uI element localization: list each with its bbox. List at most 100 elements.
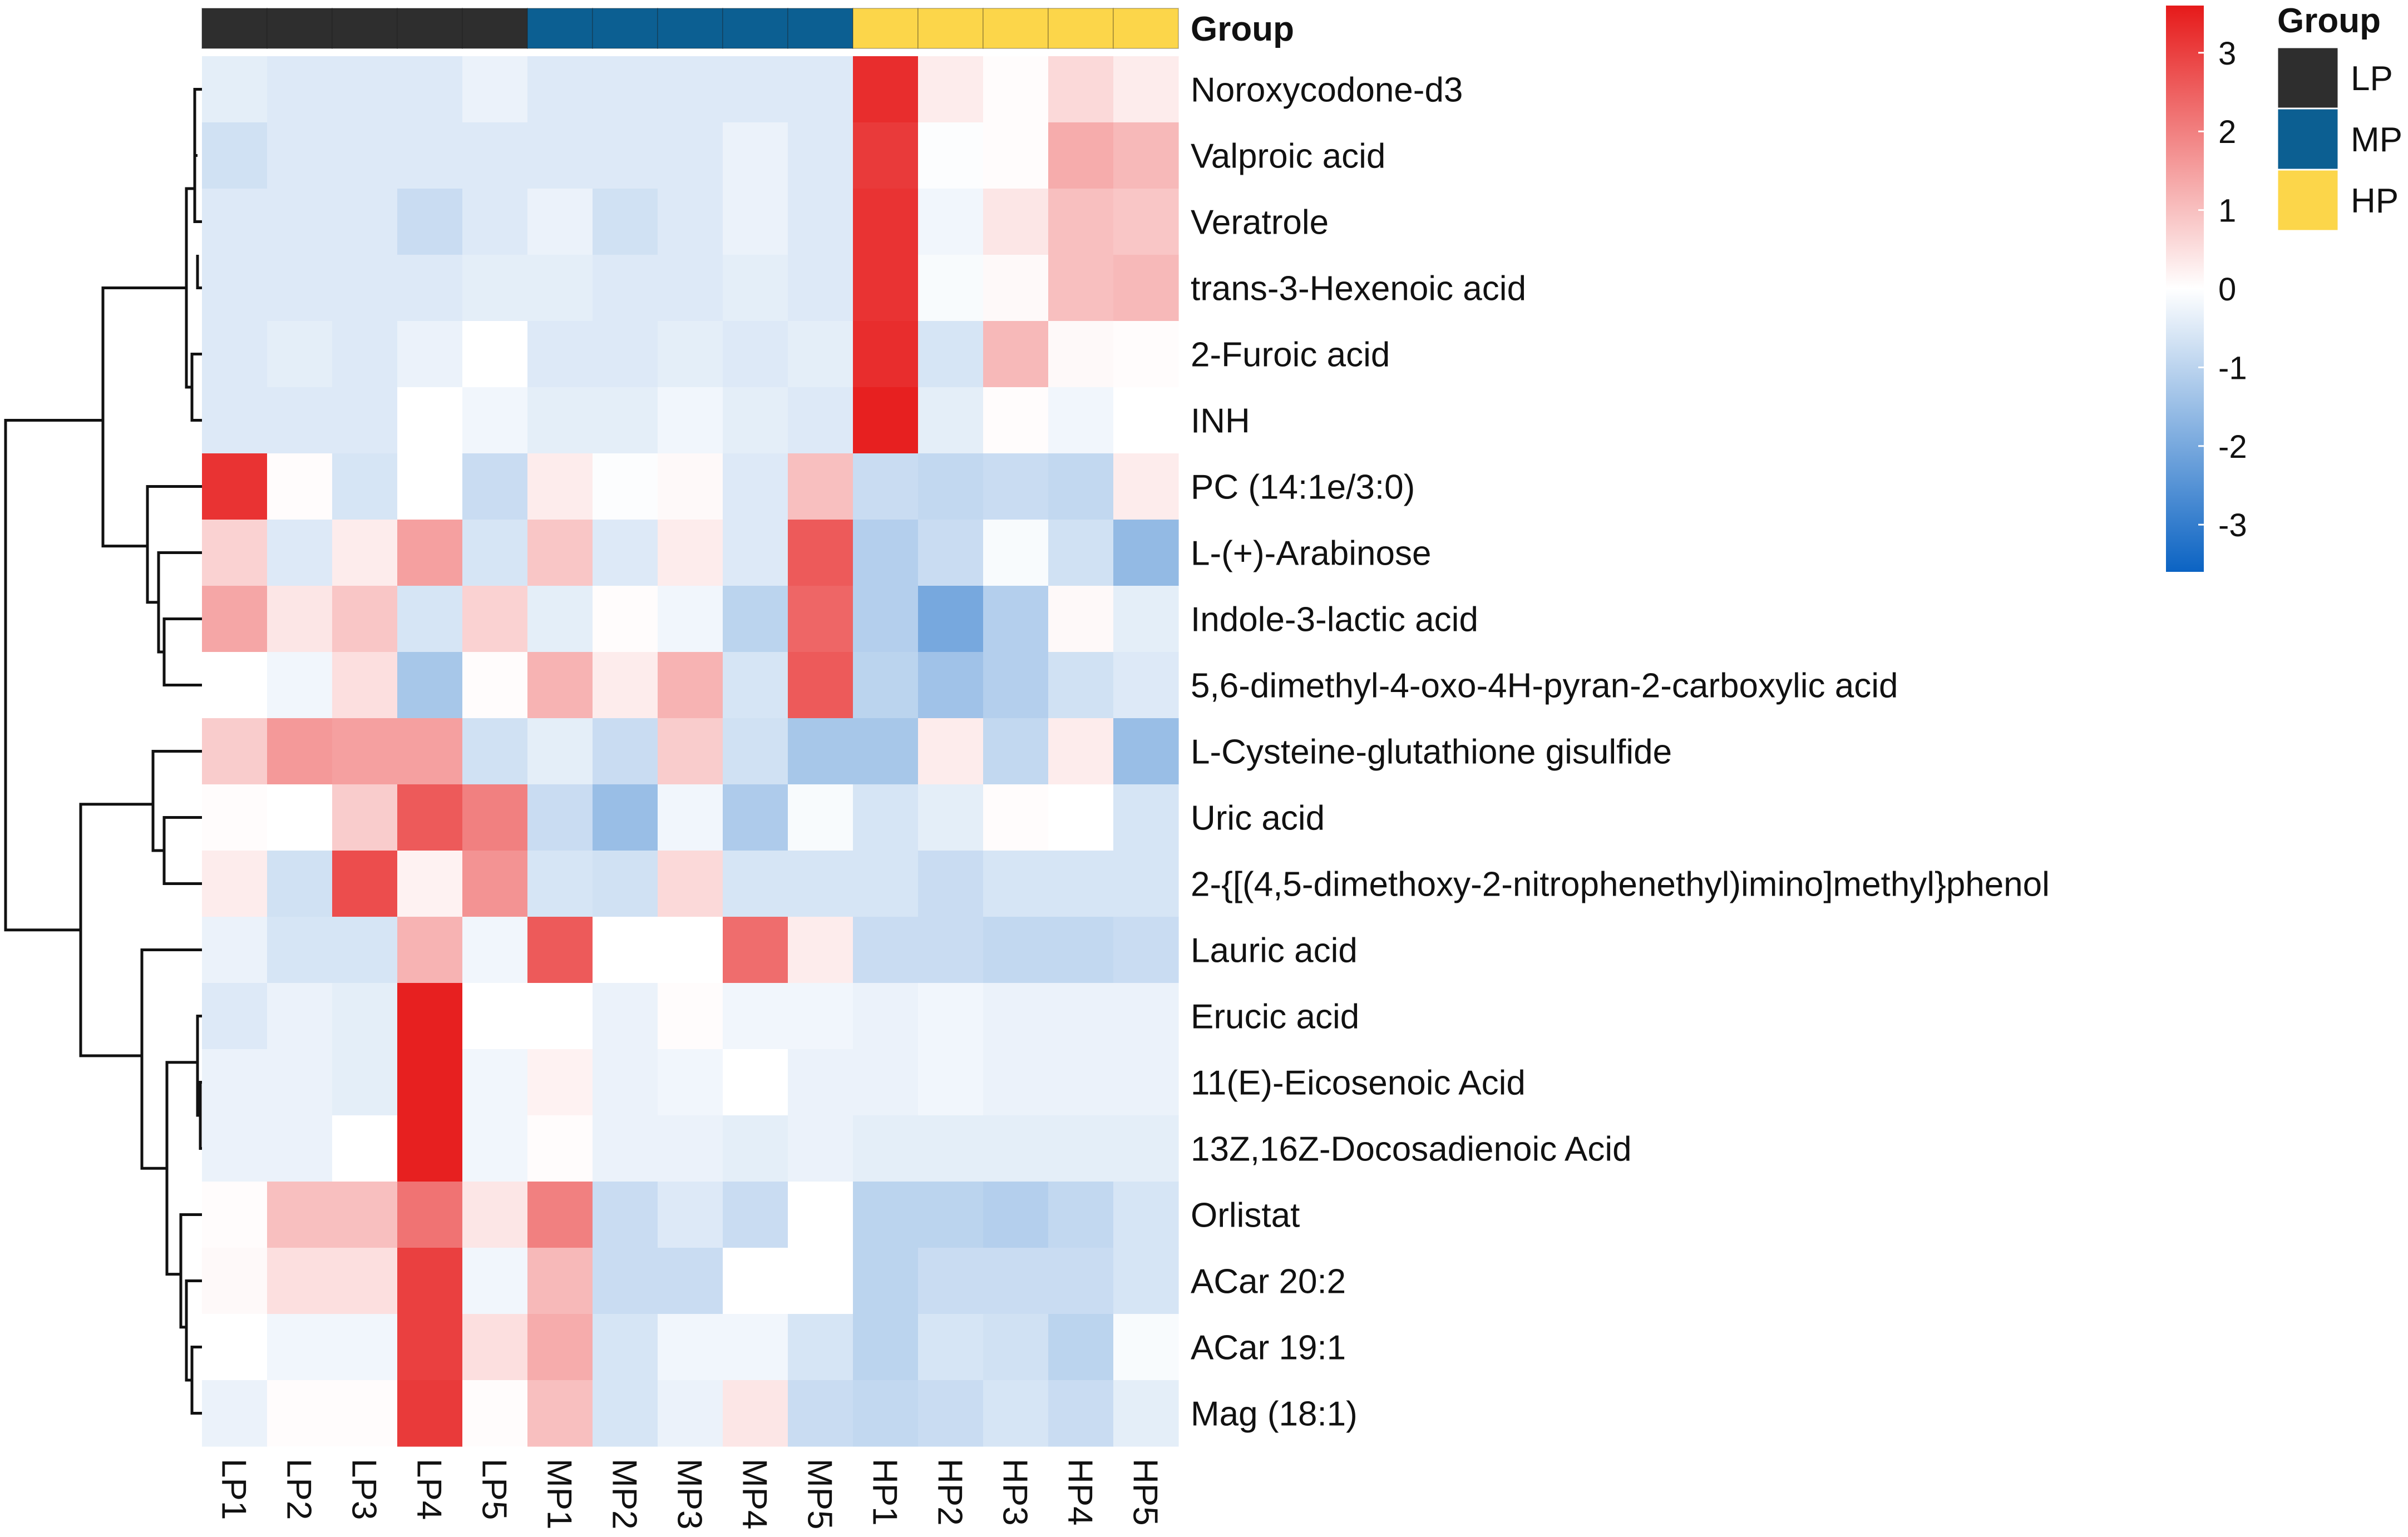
heatmap-cell [853,851,919,917]
heatmap-cell [983,387,1049,454]
heatmap-cell [202,189,268,255]
colorbar-tick-label: 2 [2218,114,2236,150]
heatmap-cell [853,387,919,454]
heatmap-cell [918,851,984,917]
group-annotation-cell [657,8,723,49]
heatmap-cell [983,784,1049,851]
heatmap-cell [462,321,528,388]
heatmap-cell [853,1182,919,1248]
legend-swatch [2276,107,2340,171]
heatmap-cell [397,1049,463,1116]
heatmap-cell [1048,917,1114,984]
heatmap-cell [202,122,268,189]
heatmap-cell [527,784,593,851]
heatmap-cell [397,56,463,123]
heatmap-cell [788,718,853,785]
heatmap-cell [918,586,984,653]
group-legend: Group LP MP HP [2276,2,2402,232]
heatmap-cell [332,56,398,123]
column-label: LP2 [280,1459,318,1520]
heatmap-cell [1113,718,1179,785]
heatmap-cell [332,1248,398,1314]
heatmap-cell [658,189,723,255]
heatmap-cell [527,718,593,785]
row-labels: Noroxycodone-d3 Valproic acid Veratrole tra… [1191,71,2050,1434]
row-label: trans-3-Hexenoic acid [1191,270,1526,308]
heatmap-cell [527,387,593,454]
heatmap-cell [723,321,788,388]
group-annotation-cell [592,8,658,49]
heatmap-cell [658,453,723,520]
heatmap-cell [1048,1380,1114,1447]
heatmap-cell [918,917,984,984]
heatmap-cell [1048,586,1114,653]
heatmap-cell [853,189,919,255]
group-annotation-cell [332,8,398,49]
heatmap-cell [723,56,788,123]
heatmap-cell [593,1248,658,1314]
heatmap-cell [202,453,268,520]
heatmap-cell [788,784,853,851]
heatmap-cell [983,255,1049,322]
heatmap-cell [462,983,528,1050]
group-annotation-cell [722,8,788,49]
heatmap-cell [1048,56,1114,123]
heatmap-cell [983,586,1049,653]
heatmap-cell [918,1248,984,1314]
heatmap-cell [332,983,398,1050]
heatmap-cell [202,586,268,653]
heatmap-cell [527,56,593,123]
heatmap-cell [202,520,268,586]
heatmap-cell [658,1049,723,1116]
heatmap-cell [788,1182,853,1248]
heatmap-cell [1048,520,1114,586]
heatmap-cell [853,784,919,851]
heatmap-cell [332,1115,398,1182]
heatmap-cell [1048,718,1114,785]
heatmap-cell [1113,652,1179,719]
heatmap-cell [202,917,268,984]
heatmap-cell [593,1314,658,1381]
row-label: 2-Furoic acid [1191,336,1390,374]
heatmap-cell [723,189,788,255]
column-label: MP5 [801,1459,839,1529]
heatmap-cell [332,122,398,189]
column-label: LP5 [475,1459,514,1520]
heatmap-cell [983,917,1049,984]
row-label: Uric acid [1191,799,1325,838]
heatmap-cell [593,652,658,719]
heatmap-cell [332,387,398,454]
heatmap-cell [658,387,723,454]
heatmap-cell [593,453,658,520]
heatmap-cell [853,1049,919,1116]
heatmap-cell [1113,851,1179,917]
heatmap-cell [397,586,463,653]
heatmap-cell [723,586,788,653]
heatmap-cell [1113,56,1179,123]
heatmap-cell [918,1115,984,1182]
heatmap-cell [788,1314,853,1381]
heatmap-cell [983,1049,1049,1116]
heatmap-cell [723,1115,788,1182]
heatmap-cell [853,520,919,586]
heatmap-cell [983,321,1049,388]
heatmap-cell [918,983,984,1050]
heatmap-cell [267,586,333,653]
heatmap-cell [593,189,658,255]
heatmap-cell [853,917,919,984]
heatmap-cell [1048,983,1114,1050]
heatmap-cell [332,1182,398,1248]
heatmap-cell [658,1248,723,1314]
column-label: MP3 [670,1459,709,1529]
heatmap-cell [397,983,463,1050]
heatmap-cell [267,321,333,388]
heatmap-cell [527,122,593,189]
heatmap-cell [853,586,919,653]
heatmap-cell [593,255,658,322]
row-label: ACar 19:1 [1191,1329,1346,1367]
heatmap-cell [658,321,723,388]
heatmap-cell [593,56,658,123]
heatmap-cell [462,718,528,785]
heatmap-cell [267,851,333,917]
